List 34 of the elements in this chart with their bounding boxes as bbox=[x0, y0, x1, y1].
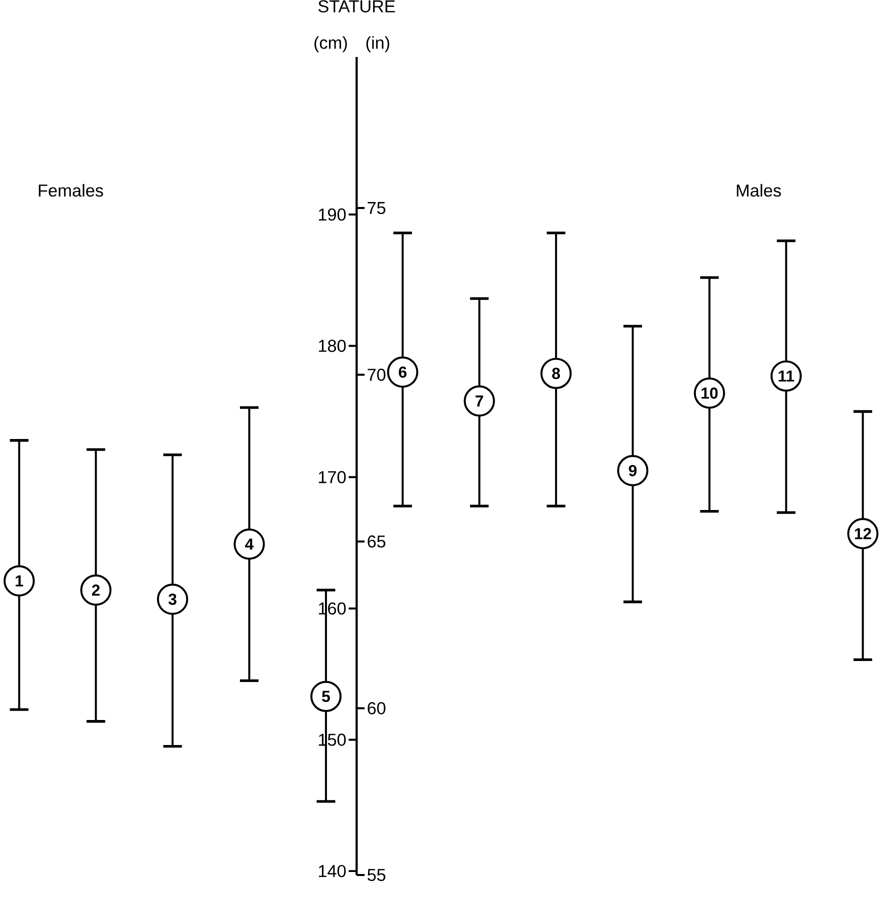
x-tick-label: 3 bbox=[168, 594, 176, 605]
y-tick-label: 140 bbox=[318, 864, 346, 878]
x-tick-label: 10 bbox=[702, 387, 718, 399]
x-tick-label: 1 bbox=[16, 575, 24, 586]
x-tick-label: 11 bbox=[778, 370, 794, 382]
point bbox=[80, 574, 112, 606]
x-tick-label: 8 bbox=[552, 368, 560, 380]
y-tick-label: 170 bbox=[318, 471, 346, 484]
x-tick-label: 12 bbox=[854, 528, 872, 540]
point bbox=[156, 584, 188, 615]
point bbox=[4, 565, 35, 596]
y-axis-title: (cm) bbox=[314, 36, 347, 52]
x-tick-label: 4 bbox=[245, 538, 254, 550]
x-tick-label: 7 bbox=[476, 396, 484, 406]
chart-title: STATURE bbox=[318, 0, 395, 12]
y-tick-label: 190 bbox=[318, 208, 346, 221]
y2-tick-label: 70 bbox=[368, 368, 386, 381]
y-tick-label: 180 bbox=[318, 340, 346, 352]
point bbox=[540, 358, 572, 390]
x-tick-label: 2 bbox=[92, 584, 100, 596]
point bbox=[617, 454, 648, 486]
x-tick-label: 6 bbox=[398, 366, 407, 378]
point bbox=[387, 356, 418, 388]
point bbox=[310, 680, 342, 712]
point bbox=[464, 385, 495, 417]
y2-tick-label: 55 bbox=[368, 868, 386, 882]
y2-tick-label: 60 bbox=[368, 702, 386, 714]
annotation: Females bbox=[38, 184, 104, 197]
x-tick-label: 5 bbox=[322, 690, 330, 702]
y2-axis-title: (in) bbox=[366, 36, 390, 52]
y2-tick-label: 75 bbox=[368, 202, 386, 214]
x-tick-label: 9 bbox=[628, 464, 637, 476]
annotation: Males bbox=[736, 184, 781, 197]
y2-tick-label: 65 bbox=[368, 535, 386, 548]
